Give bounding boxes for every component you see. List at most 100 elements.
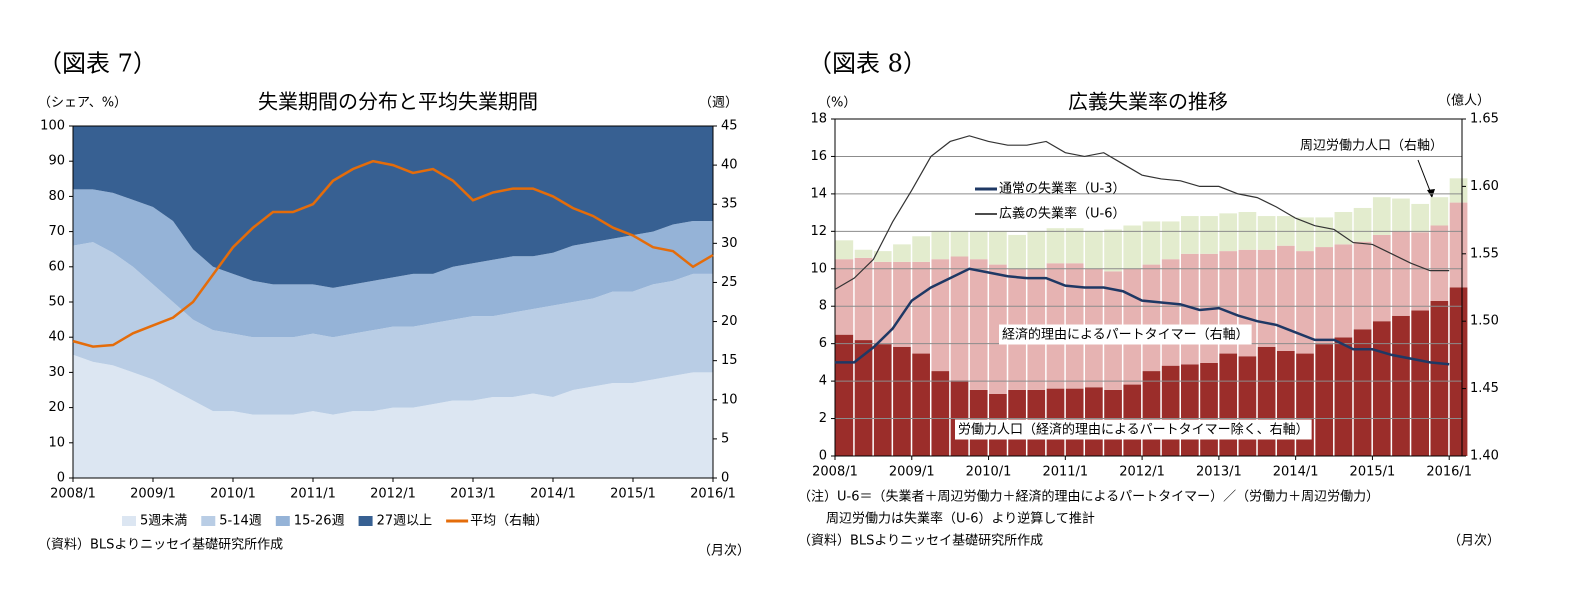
y2-tick-label: 1.60	[1470, 179, 1499, 194]
bar-segment	[931, 230, 950, 260]
y2-tick-label: 1.45	[1470, 381, 1499, 396]
bar-segment	[1372, 321, 1391, 456]
bar-segment	[1315, 344, 1334, 456]
y-tick-label: 0	[819, 449, 827, 464]
bar-segment	[912, 353, 930, 456]
series-annotation: 周辺労働力人口（右軸）	[1300, 139, 1443, 154]
line-series	[835, 267, 1450, 366]
bar-segment	[835, 240, 854, 260]
y-tick-label: 12	[810, 224, 827, 239]
stacked-area	[73, 242, 713, 415]
bar-segment	[1353, 329, 1372, 456]
y-tick-label: 16	[810, 149, 827, 164]
y2-tick-label: 15	[721, 353, 738, 368]
bar-segment	[1411, 203, 1430, 233]
y-tick-label: 50	[48, 295, 65, 310]
y-tick-label: 80	[48, 189, 65, 204]
y2-tick-label: 45	[721, 119, 738, 134]
chart-note: （資料）BLSよりニッセイ基礎研究所作成	[38, 538, 283, 553]
bar-segment	[1430, 197, 1449, 226]
bar-segment	[1085, 230, 1103, 269]
bar-segment	[835, 259, 854, 335]
bar-segment	[912, 236, 930, 262]
x-tick-label: 2014/1	[530, 487, 576, 502]
bar-segment	[950, 256, 969, 381]
bar-segment	[1411, 232, 1430, 311]
series-annotation: 労働力人口（経済的理由によるパートタイマー除く、右軸）	[958, 422, 1309, 438]
y-tick-label: 100	[40, 119, 65, 134]
bar-segment	[1430, 300, 1449, 456]
bar-segment	[1219, 213, 1238, 252]
x-tick-label: 2010/1	[966, 465, 1012, 480]
bar-segment	[1276, 245, 1295, 351]
x-axis-unit: （月次）	[1448, 533, 1500, 549]
bar-segment	[1142, 371, 1161, 456]
bar-segment	[1315, 217, 1334, 248]
plot-frame	[834, 118, 1463, 457]
bar-segment	[1392, 230, 1410, 316]
bar-segment	[1296, 217, 1314, 252]
bar-segment	[1238, 356, 1257, 456]
bar-segment	[1353, 241, 1372, 330]
y2-tick-label: 1.40	[1470, 449, 1499, 464]
bar-segment	[969, 230, 988, 260]
bar-segment	[893, 244, 911, 262]
y-tick-label: 90	[48, 154, 65, 169]
bar-segment	[1372, 234, 1391, 322]
line-series	[72, 159, 714, 348]
x-tick-label: 2008/1	[50, 487, 96, 502]
bar-segment	[893, 261, 911, 347]
bar-segment	[1449, 202, 1468, 288]
x-tick-label: 2013/1	[1196, 465, 1242, 480]
bar-segment	[854, 257, 873, 341]
legend-label: 平均（右軸）	[470, 514, 548, 529]
x-tick-label: 2008/1	[812, 465, 858, 480]
line-series	[834, 135, 1450, 290]
bar-segment	[1411, 310, 1430, 456]
bar-segment	[1027, 230, 1046, 269]
y-tick-label: 4	[819, 374, 827, 389]
bar-segment	[1449, 178, 1468, 203]
bar-segment	[1449, 287, 1468, 456]
bar-segment	[873, 261, 892, 345]
x-tick-label: 2016/1	[690, 487, 736, 502]
x-tick-label: 2015/1	[1350, 465, 1396, 480]
bar-segment	[1142, 221, 1161, 265]
bar-segment	[1392, 198, 1410, 231]
bar-segment	[1334, 244, 1353, 338]
y2-axis-unit: （億人）	[1438, 93, 1490, 109]
x-tick-label: 2012/1	[1119, 465, 1165, 480]
bar-segment	[989, 264, 1007, 394]
y2-tick-label: 5	[721, 431, 729, 446]
bar-segment	[1296, 251, 1314, 354]
chart-title: 広義失業率の推移	[1068, 90, 1228, 114]
legend-label: 15-26週	[294, 514, 345, 529]
y2-axis-unit: （週）	[699, 96, 738, 111]
bar-segment	[989, 230, 1007, 265]
y2-tick-label: 20	[721, 314, 738, 329]
bar-segment	[1219, 353, 1238, 456]
bar-segment	[969, 259, 988, 390]
bar-segment	[1257, 346, 1276, 456]
chart-note: （注）U-6＝（失業者＋周辺労働力＋経済的理由によるパートタイマー）／（労働力＋…	[798, 489, 1379, 505]
x-tick-label: 2009/1	[130, 487, 176, 502]
figure-label: （図表 8）	[808, 50, 927, 78]
legend-label: 5週未満	[140, 514, 187, 529]
bar-segment	[1161, 221, 1180, 260]
bar-segment	[1180, 216, 1199, 254]
bar-segment	[1065, 228, 1084, 264]
bar-segment	[854, 249, 873, 258]
y-tick-label: 70	[48, 224, 65, 239]
plot-frame	[72, 125, 714, 479]
legend-swatch	[275, 516, 290, 526]
x-tick-label: 2009/1	[889, 465, 935, 480]
bar-segment	[1276, 350, 1295, 456]
y2-tick-label: 1.65	[1470, 112, 1499, 127]
bar-segment	[950, 230, 969, 257]
bar-segment	[1180, 364, 1199, 456]
y-tick-label: 6	[819, 336, 827, 351]
x-tick-label: 2010/1	[210, 487, 256, 502]
chart-note: 周辺労働力は失業率（U-6）より逆算して推計	[826, 511, 1095, 527]
